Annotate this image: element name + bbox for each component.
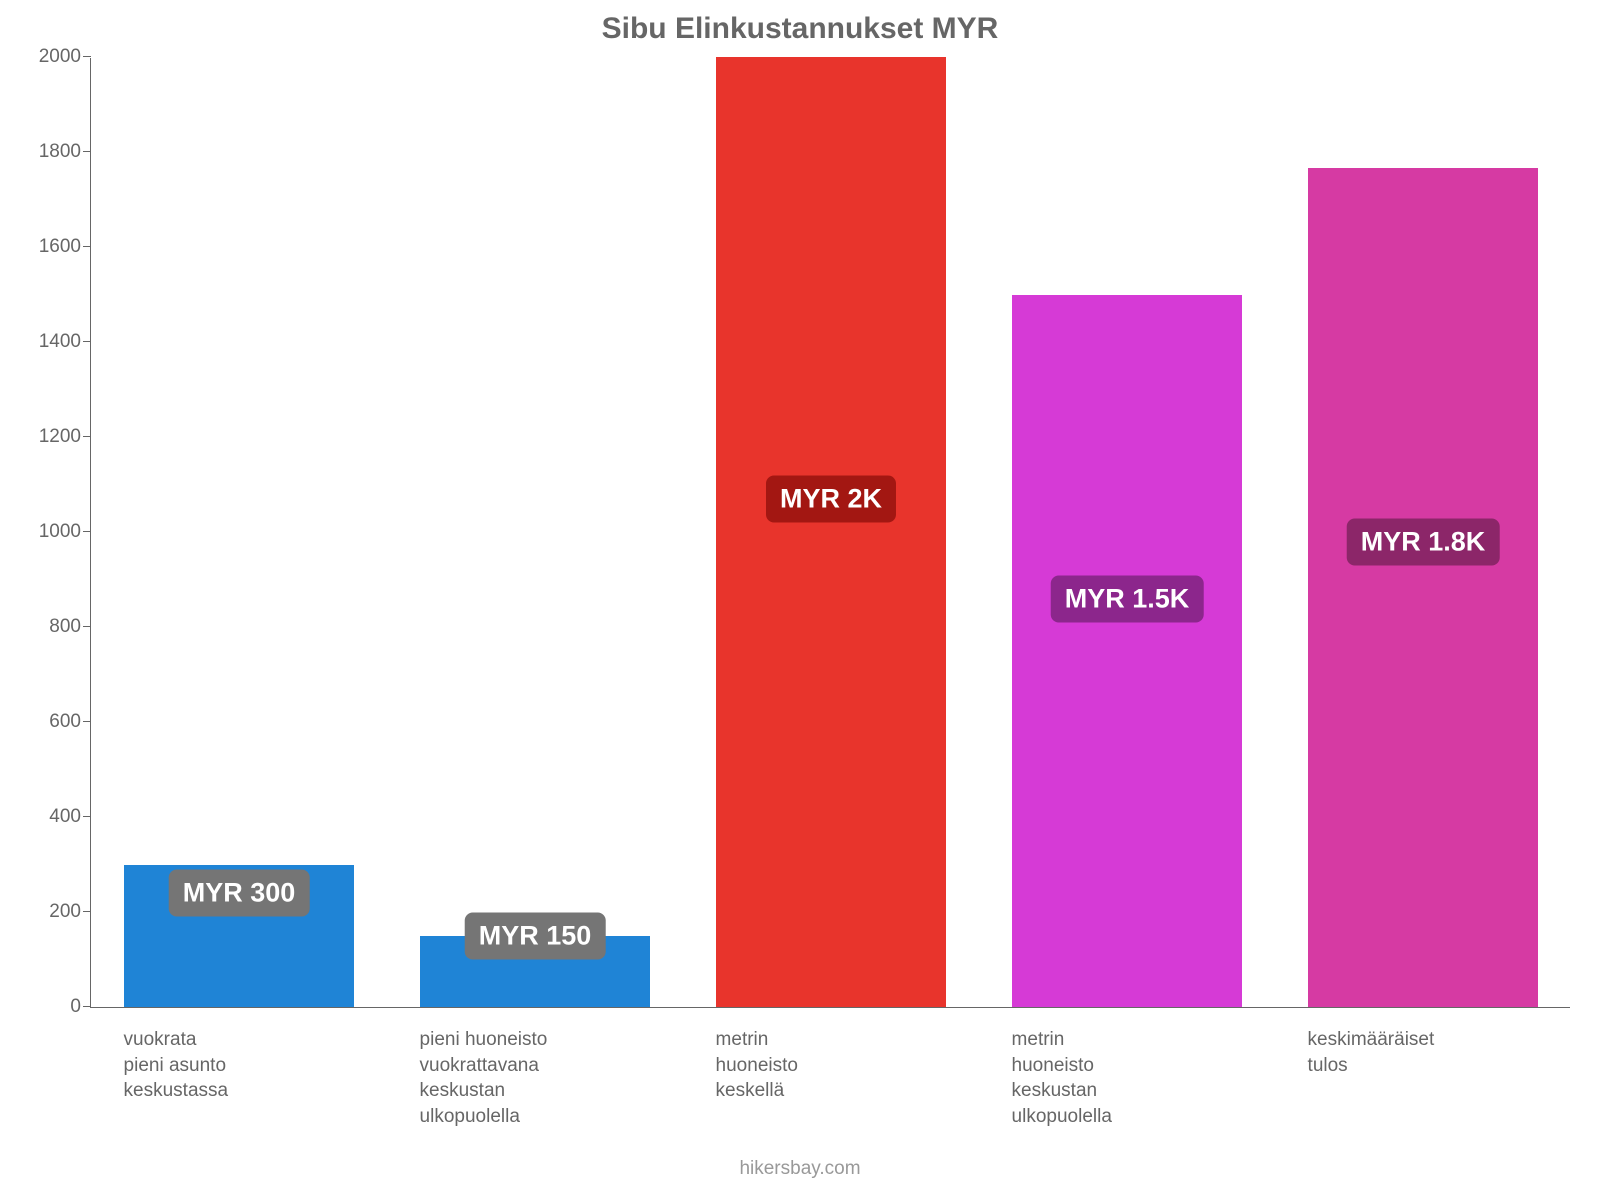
y-tick-mark [83,151,91,152]
y-tick-label: 0 [70,996,81,1018]
value-badge: MYR 1.5K [1051,575,1204,622]
category-label: keskimääräiset tulos [1308,1027,1539,1078]
bar [1308,168,1539,1007]
y-tick-mark [83,246,91,247]
y-tick-label: 1000 [39,521,81,543]
y-tick-mark [83,531,91,532]
chart-footer: hikersbay.com [0,1158,1600,1180]
value-badge: MYR 1.8K [1347,518,1500,565]
category-label: pieni huoneisto vuokrattavana keskustan … [420,1027,651,1130]
bar-chart: Sibu Elinkustannukset MYR 02004006008001… [0,0,1600,1200]
y-tick-label: 200 [49,901,81,923]
y-tick-label: 1800 [39,141,81,163]
value-badge: MYR 150 [465,912,606,959]
y-tick-mark [83,436,91,437]
y-tick-label: 1400 [39,331,81,353]
bar [1012,295,1243,1008]
plot-area: 0200400600800100012001400160018002000MYR… [90,58,1570,1008]
category-label: metrin huoneisto keskustan ulkopuolella [1012,1027,1243,1130]
y-tick-mark [83,911,91,912]
y-tick-label: 2000 [39,46,81,68]
y-tick-mark [83,1006,91,1007]
y-tick-label: 1200 [39,426,81,448]
bar [716,57,947,1007]
y-tick-label: 1600 [39,236,81,258]
y-tick-mark [83,56,91,57]
y-tick-label: 400 [49,806,81,828]
y-tick-mark [83,721,91,722]
category-label: vuokrata pieni asunto keskustassa [124,1027,355,1104]
value-badge: MYR 2K [766,475,896,522]
y-tick-mark [83,626,91,627]
y-tick-label: 800 [49,616,81,638]
y-tick-mark [83,816,91,817]
y-tick-label: 600 [49,711,81,733]
y-tick-mark [83,341,91,342]
chart-title: Sibu Elinkustannukset MYR [0,12,1600,46]
value-badge: MYR 300 [169,870,310,917]
category-label: metrin huoneisto keskellä [716,1027,947,1104]
